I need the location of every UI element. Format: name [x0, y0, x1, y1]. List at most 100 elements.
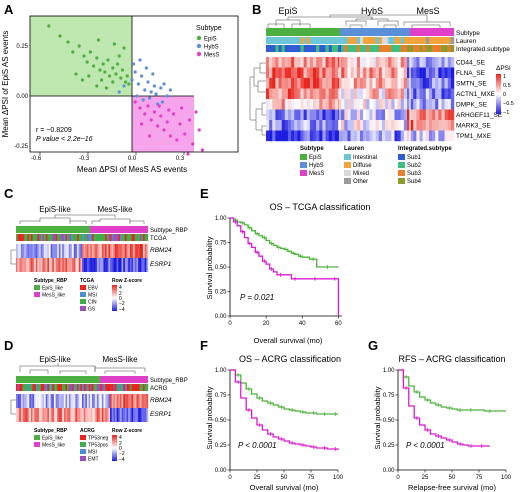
integrated-cell [422, 45, 426, 52]
lauren-cell [281, 37, 285, 44]
heatmap-cell [95, 258, 98, 272]
heatmap-cell [294, 109, 298, 121]
heatmap-cell [432, 78, 436, 89]
heatmap-cell [438, 67, 442, 79]
chart-title: RFS – ACRG classification [398, 354, 505, 364]
x-tick: 100 [333, 475, 344, 481]
heatmap-cell [53, 258, 56, 272]
scale-title: ΔPSI [496, 65, 511, 72]
heatmap-cell [350, 57, 354, 68]
track-cell [20, 234, 23, 241]
track-cell [62, 384, 65, 391]
heatmap-cell [116, 394, 119, 408]
legend-label: Sub2 [407, 163, 422, 169]
lauren-cell [441, 37, 445, 44]
lauren-cell [309, 37, 314, 44]
track-cell [17, 234, 20, 241]
heatmap-cell [325, 57, 329, 68]
heatmap-cell [63, 244, 66, 258]
heatmap-cell [68, 408, 71, 422]
heatmap-cell [143, 408, 145, 422]
heatmap-cell [278, 120, 282, 131]
heatmap-cell [121, 394, 124, 408]
track-cell [55, 384, 58, 391]
lauren-cell [407, 37, 411, 44]
heatmap-cell [319, 109, 323, 121]
heatmap-cell [410, 120, 414, 131]
scatter-point [136, 82, 140, 86]
heatmap-cell [105, 258, 107, 272]
heatmap-cell [353, 67, 358, 79]
heatmap-cell [47, 394, 50, 408]
heatmap-cell [291, 109, 295, 121]
y-tick: 0.25 [16, 44, 28, 50]
heatmap-cell [90, 244, 93, 258]
heatmap-cell [341, 99, 345, 110]
heatmap-cell [353, 57, 358, 68]
heatmap-cell [73, 394, 76, 408]
heatmap-cell [269, 88, 273, 100]
heatmap-cell [98, 258, 101, 272]
km-curve [230, 217, 339, 268]
heatmap-cell [438, 78, 442, 89]
x-tick: -0.6 [31, 156, 42, 162]
heatmap-cell [131, 408, 134, 422]
track-cell [80, 384, 83, 391]
heatmap-cell [25, 244, 28, 258]
heatmap-cell [435, 130, 439, 142]
heatmap-cell [24, 394, 27, 408]
heatmap-cell [128, 244, 131, 258]
heatmap-cell [447, 88, 452, 100]
heatmap-cell [422, 130, 426, 142]
track-cell [55, 234, 58, 241]
heatmap-cell [334, 120, 339, 131]
heatmap-cell [32, 394, 35, 408]
heatmap-cell [284, 130, 289, 142]
heatmap-cell [347, 109, 351, 121]
heatmap-cell [278, 57, 282, 68]
heatmap-cell [105, 244, 107, 258]
legend-swatch [80, 442, 86, 447]
heatmap-cell [350, 109, 354, 121]
lauren-cell [372, 37, 376, 44]
heatmap-cell [119, 258, 122, 272]
heatmap-cell [407, 88, 411, 100]
heatmap-cell [27, 394, 30, 408]
heatmap-cell [266, 120, 270, 131]
heatmap-cell [413, 88, 417, 100]
integrated-cell [291, 45, 295, 52]
track-cell [144, 234, 147, 241]
track-cell [67, 384, 69, 391]
heatmap-cell [300, 78, 304, 89]
heatmap-cell [272, 120, 276, 131]
heatmap-cell [111, 408, 114, 422]
heatmap-cell [350, 78, 354, 89]
heatmap-cell [75, 394, 78, 408]
heatmap-cell [372, 130, 376, 142]
scatter-point [140, 122, 144, 126]
heatmap-cell [294, 67, 298, 79]
heatmap-cell [116, 244, 119, 258]
heatmap-cell [435, 99, 439, 110]
heatmap-cell [50, 258, 53, 272]
heatmap-cell [115, 258, 117, 272]
lauren-cell [291, 37, 295, 44]
integrated-cell [300, 45, 304, 52]
y-tick: 0.50 [215, 418, 227, 424]
row-dendrogram [249, 62, 266, 136]
legend-swatch [80, 299, 86, 304]
heatmap-cell [266, 78, 270, 89]
heatmap-cell [450, 78, 455, 89]
track-cell [96, 234, 99, 241]
heatmap-cell [378, 88, 383, 100]
heatmap-cell [425, 109, 430, 121]
legend-label: EMT [88, 457, 99, 463]
heatmap-cell [101, 394, 104, 408]
scatter-point [100, 78, 104, 82]
track-cell [146, 234, 149, 241]
heatmap-cell [391, 78, 395, 89]
heatmap-cell [381, 120, 386, 131]
heatmap-cell [93, 244, 96, 258]
legend-title: ACRG [80, 428, 95, 434]
